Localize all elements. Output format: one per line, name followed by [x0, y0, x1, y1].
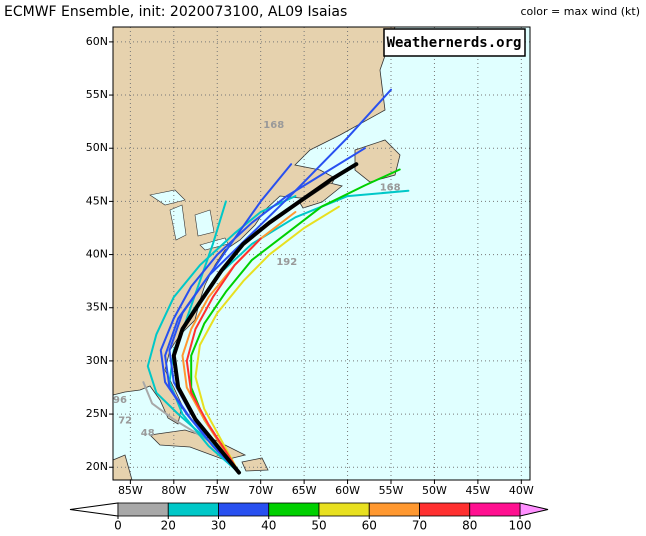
- great-lakes: [149, 189, 229, 251]
- colorbar-label: 50: [311, 519, 326, 533]
- x-tick-label: 65W: [292, 484, 317, 497]
- colorbar-label: 0: [114, 519, 122, 533]
- colorbar-label: 30: [211, 519, 226, 533]
- colorbar-label: 20: [161, 519, 176, 533]
- colorbar-segment: [117, 502, 169, 517]
- x-tick-label: 80W: [161, 484, 186, 497]
- color-label: color = max wind (kt): [520, 5, 640, 18]
- y-tick-label: 25N: [86, 407, 108, 420]
- x-tick-label: 40W: [509, 484, 534, 497]
- colorbar-segment: [268, 502, 320, 517]
- lake: [194, 209, 215, 237]
- y-tick-label: 30N: [86, 354, 108, 367]
- nova-scotia: [299, 182, 343, 209]
- colorbar-over: [519, 502, 549, 517]
- track: [164, 88, 392, 474]
- colorbar-label: 60: [362, 519, 377, 533]
- forecast-hour-label: 168: [263, 120, 284, 131]
- lake: [149, 189, 186, 206]
- tracks: [142, 88, 410, 475]
- newfoundland: [354, 139, 401, 183]
- y-tick-label: 35N: [86, 301, 108, 314]
- forecast-hour-label: 48: [141, 428, 155, 439]
- watermark-box: [383, 28, 526, 57]
- forecast-hour-label: 72: [118, 415, 132, 426]
- x-tick-label: 50W: [422, 484, 447, 497]
- colorbar-segment: [469, 502, 521, 517]
- x-tick-label: 55W: [379, 484, 404, 497]
- y-tick-label: 60N: [86, 35, 108, 48]
- y-tick-label: 45N: [86, 194, 108, 207]
- x-tick-label: 70W: [248, 484, 273, 497]
- colorbar-segment: [419, 502, 471, 517]
- y-tick-label: 40N: [86, 248, 108, 261]
- colorbar-under: [69, 502, 119, 517]
- forecast-hour-label: 168: [380, 183, 401, 194]
- track: [185, 237, 262, 474]
- colorbar-label: 70: [412, 519, 427, 533]
- grid: [113, 27, 530, 480]
- lake: [169, 204, 187, 241]
- track: [171, 162, 359, 475]
- y-tick-label: 50N: [86, 141, 108, 154]
- y-tick-label: 55N: [86, 88, 108, 101]
- frame: [112, 26, 531, 481]
- colorbar: 0 20 30 40 50 60 70 80 100: [69, 502, 549, 533]
- forecast-hour-label: 192: [276, 257, 297, 268]
- y-tick-label: 20N: [86, 460, 108, 473]
- watermark: Weathernerds.org: [387, 35, 522, 51]
- colorbar-segment: [318, 502, 370, 517]
- track: [194, 205, 340, 474]
- hispaniola: [241, 457, 269, 472]
- x-tick-label: 45W: [465, 484, 490, 497]
- x-tick-label: 85W: [118, 484, 143, 497]
- title: ECMWF Ensemble, init: 2020073100, AL09 I…: [4, 4, 347, 20]
- colorbar-segment: [218, 502, 270, 517]
- colorbar-segment: [368, 502, 420, 517]
- x-tick-label: 75W: [205, 484, 230, 497]
- x-tick-label: 60W: [335, 484, 360, 497]
- colorbar-label: 100: [509, 519, 532, 533]
- colorbar-label: 80: [462, 519, 477, 533]
- colorbar-segment: [167, 502, 219, 517]
- forecast-hour-label: 96: [113, 395, 127, 406]
- colorbar-label: 40: [261, 519, 276, 533]
